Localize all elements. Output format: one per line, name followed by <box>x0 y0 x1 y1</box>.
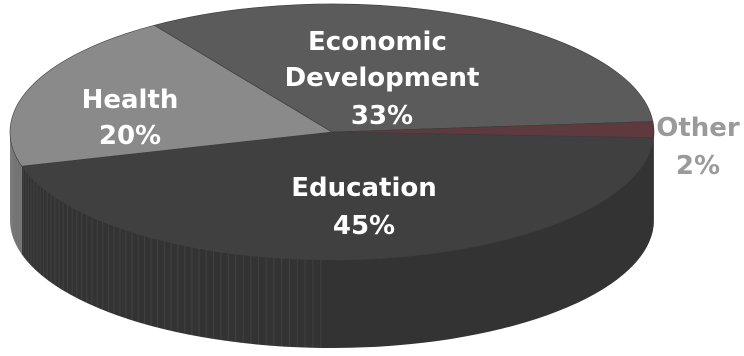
pie-slices <box>9 3 655 261</box>
pie-slice-economic-development <box>153 3 654 133</box>
value-economic-development: 33% <box>351 101 413 131</box>
pie-slice-education <box>21 131 655 261</box>
pie-slice-other <box>331 121 655 138</box>
label-economic-development: Economic Development <box>285 27 480 93</box>
pie-side-health <box>10 132 22 255</box>
label-education: Education <box>291 173 437 203</box>
pie-slice-health <box>9 24 333 167</box>
pie-depth <box>9 132 654 348</box>
label-other: Other <box>656 113 740 143</box>
label-health: Health <box>82 85 179 115</box>
pie-side-education <box>21 137 654 348</box>
value-health: 20% <box>99 121 161 151</box>
value-education: 45% <box>333 211 395 241</box>
value-other: 2% <box>676 151 720 181</box>
